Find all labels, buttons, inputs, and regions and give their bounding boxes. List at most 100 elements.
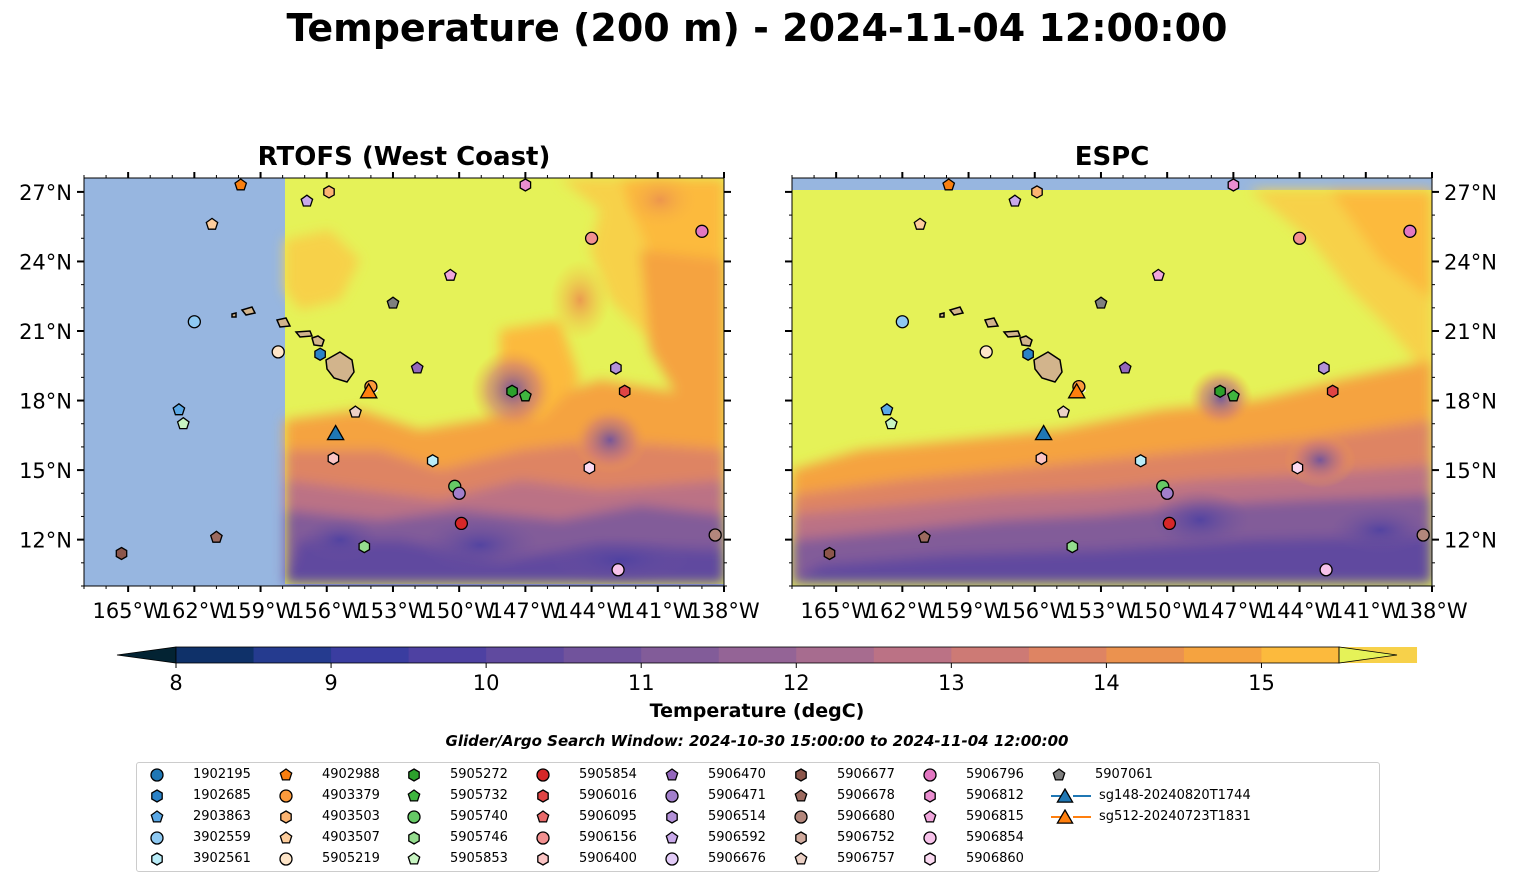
lon-tick-label: 147°W xyxy=(490,599,562,623)
colorbar-tick-label: 9 xyxy=(324,671,337,695)
hawaii-islands-left xyxy=(231,306,355,383)
lat-tick-label: 27°N xyxy=(19,181,72,205)
legend-marker-5906796 xyxy=(923,768,937,782)
marker-5905854 xyxy=(1162,516,1177,531)
legend-marker-3902559 xyxy=(150,831,164,845)
legend-marker-5906095 xyxy=(536,810,550,823)
marker-5906860 xyxy=(583,461,596,475)
espc-map-panel xyxy=(792,178,1432,586)
colorbar-bin xyxy=(1028,647,1107,663)
marker-5905732 xyxy=(1226,389,1240,402)
colorbar-tick-label: 13 xyxy=(938,671,965,695)
lat-tick-label: 12°N xyxy=(1444,529,1497,553)
colorbar-tick-label: 10 xyxy=(473,671,500,695)
marker-5906812 xyxy=(1227,178,1240,192)
left-panel-title: RTOFS (West Coast) xyxy=(257,142,551,172)
legend-label: 5906854 xyxy=(966,830,1024,845)
colorbar-bin xyxy=(951,647,1030,663)
colorbar-bin xyxy=(873,647,952,663)
legend-label: 5906470 xyxy=(708,767,766,782)
legend-marker-5906514 xyxy=(666,810,678,824)
marker-5906471 xyxy=(1160,486,1174,500)
marker-5905746 xyxy=(1066,539,1079,554)
legend-marker-5905854 xyxy=(536,768,550,782)
colorbar-tick-label: 8 xyxy=(169,671,182,695)
marker-5906156 xyxy=(584,231,599,245)
legend-label: 5905853 xyxy=(450,851,508,866)
lon-tick-label: 153°W xyxy=(1065,599,1137,623)
legend-marker-5905272 xyxy=(408,768,420,782)
legend-marker-1902685 xyxy=(151,789,163,803)
legend-label: 5905272 xyxy=(450,767,508,782)
figure-canvas: 165°W162°W159°W156°W153°W150°W147°W144°W… xyxy=(19,172,1497,695)
legend-marker-4902988 xyxy=(279,768,293,781)
legend: 1902195 1902685 2903863 3902559 3902561 49029… xyxy=(136,762,1380,872)
map-axes: 165°W162°W159°W156°W153°W150°W147°W144°W… xyxy=(19,172,1497,623)
marker-5906470 xyxy=(410,361,424,374)
colorbar-label: Temperature (degC) xyxy=(649,700,865,722)
colorbar-bin xyxy=(718,647,797,663)
marker-5906156 xyxy=(1292,231,1307,245)
legend-marker-4903507 xyxy=(279,831,293,844)
marker-5906680 xyxy=(1416,528,1430,542)
marker-5906678 xyxy=(917,530,931,543)
marker-5905746 xyxy=(358,539,371,554)
lon-tick-label: 156°W xyxy=(291,599,363,623)
lon-tick-label: 153°W xyxy=(357,599,429,623)
no-data-strip xyxy=(792,178,1432,190)
marker-5906854 xyxy=(1319,563,1333,577)
legend-label: 3902559 xyxy=(193,830,251,845)
marker-5906592 xyxy=(300,194,314,207)
marker-3902559 xyxy=(187,315,201,329)
lat-tick-label: 24°N xyxy=(19,250,72,274)
legend-label: 5906514 xyxy=(708,809,766,824)
legend-marker-5906471 xyxy=(665,789,679,803)
lon-tick-label: 147°W xyxy=(1198,599,1270,623)
colorbar-tick-label: 11 xyxy=(628,671,655,695)
marker-5906016 xyxy=(618,384,631,399)
lat-tick-label: 15°N xyxy=(1444,459,1497,483)
colorbar-bin xyxy=(1106,647,1185,663)
legend-marker-5906757 xyxy=(794,852,808,865)
right-map-frame xyxy=(791,177,1433,587)
marker-5906796 xyxy=(695,224,709,238)
marker-4903507 xyxy=(205,217,219,230)
legend-marker-5906156 xyxy=(536,831,550,845)
legend-label: 5906400 xyxy=(579,851,637,866)
legend-marker-2903863 xyxy=(150,810,164,823)
marker-5906757 xyxy=(348,405,362,418)
legend-label: sg512-20240723T1831 xyxy=(1099,809,1251,824)
marker-4903503 xyxy=(323,185,335,199)
colorbar-tick-label: 15 xyxy=(1248,671,1275,695)
legend-marker-5907061 xyxy=(1052,768,1066,781)
marker-4902988 xyxy=(942,178,956,191)
marker-3902561 xyxy=(426,454,439,468)
colorbar-bin xyxy=(641,647,720,663)
marker-sg512-20240723T1831 xyxy=(359,382,378,399)
legend-marker-5906854 xyxy=(923,831,937,845)
marker-1902685 xyxy=(314,347,326,361)
marker-5905219 xyxy=(271,345,285,359)
legend-label: 5905854 xyxy=(579,767,637,782)
legend-marker-5905219 xyxy=(279,852,293,866)
marker-5906678 xyxy=(209,530,223,543)
legend-marker-5906016 xyxy=(537,789,549,803)
legend-label: 5907061 xyxy=(1095,767,1153,782)
legend-label: 5905740 xyxy=(450,809,508,824)
legend-label: 5906757 xyxy=(837,851,895,866)
colorbar-bin xyxy=(796,647,875,663)
marker-sg148-20240820T1744 xyxy=(326,424,345,441)
marker-sg512-20240723T1831 xyxy=(1067,382,1086,399)
lon-tick-label: 150°W xyxy=(423,599,495,623)
legend-label: 5906016 xyxy=(579,788,637,803)
legend-marker-5906677 xyxy=(795,768,807,782)
legend-marker-sg148-20240820T1744 xyxy=(1056,788,1074,803)
marker-5906677 xyxy=(115,546,128,561)
marker-5906592 xyxy=(1008,194,1022,207)
marker-5906471 xyxy=(452,486,466,500)
temperature-field-rtofs xyxy=(285,178,724,584)
legend-label: 2903863 xyxy=(193,809,251,824)
legend-marker-5906592 xyxy=(665,831,679,844)
marker-5906470 xyxy=(1118,361,1132,374)
legend-marker-5906815 xyxy=(923,810,937,823)
